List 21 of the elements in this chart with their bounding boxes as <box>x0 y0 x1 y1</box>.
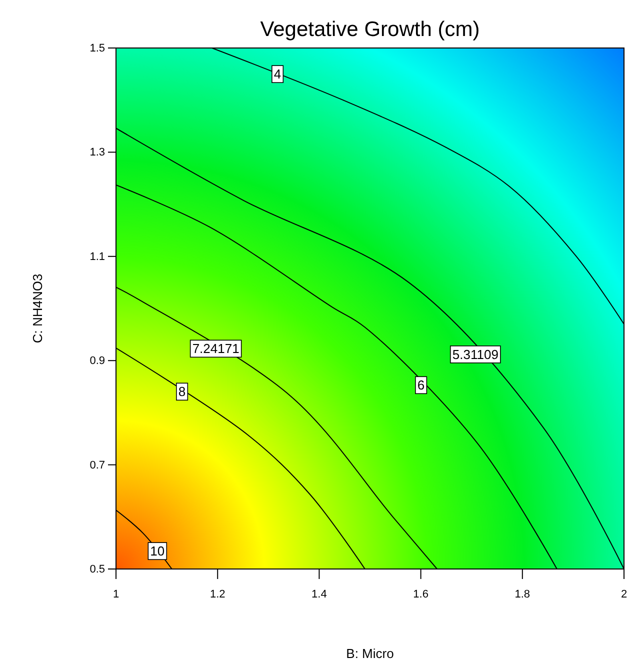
y-tick-label: 1.5 <box>90 42 105 55</box>
x-tick-label: 1.4 <box>312 588 327 600</box>
series-label: 8 <box>178 384 186 400</box>
series-label: 4 <box>274 66 282 82</box>
chart-title: Vegetative Growth (cm) <box>260 18 480 41</box>
series-label: 10 <box>150 544 165 559</box>
y-tick-label: 1.1 <box>90 250 105 263</box>
series-label: 5.31109 <box>452 346 498 362</box>
series-label: 6 <box>417 378 425 393</box>
x-axis-title: B: Micro <box>346 646 394 661</box>
y-tick-label: 0.5 <box>90 564 105 576</box>
x-tick-label: 2 <box>620 588 628 600</box>
x-tick-label: 1.8 <box>514 588 530 600</box>
x-tick-label: 1.6 <box>413 588 428 600</box>
x-tick-label: 1.2 <box>210 588 226 600</box>
x-tick-label: 1 <box>112 588 120 600</box>
y-tick-label: 1.3 <box>90 146 105 159</box>
series-label: 7.24171 <box>192 341 240 356</box>
y-tick-label: 0.9 <box>90 355 105 368</box>
y-tick-label: 0.7 <box>90 459 105 472</box>
y-axis-title: C: NH4NO3 <box>30 274 45 344</box>
